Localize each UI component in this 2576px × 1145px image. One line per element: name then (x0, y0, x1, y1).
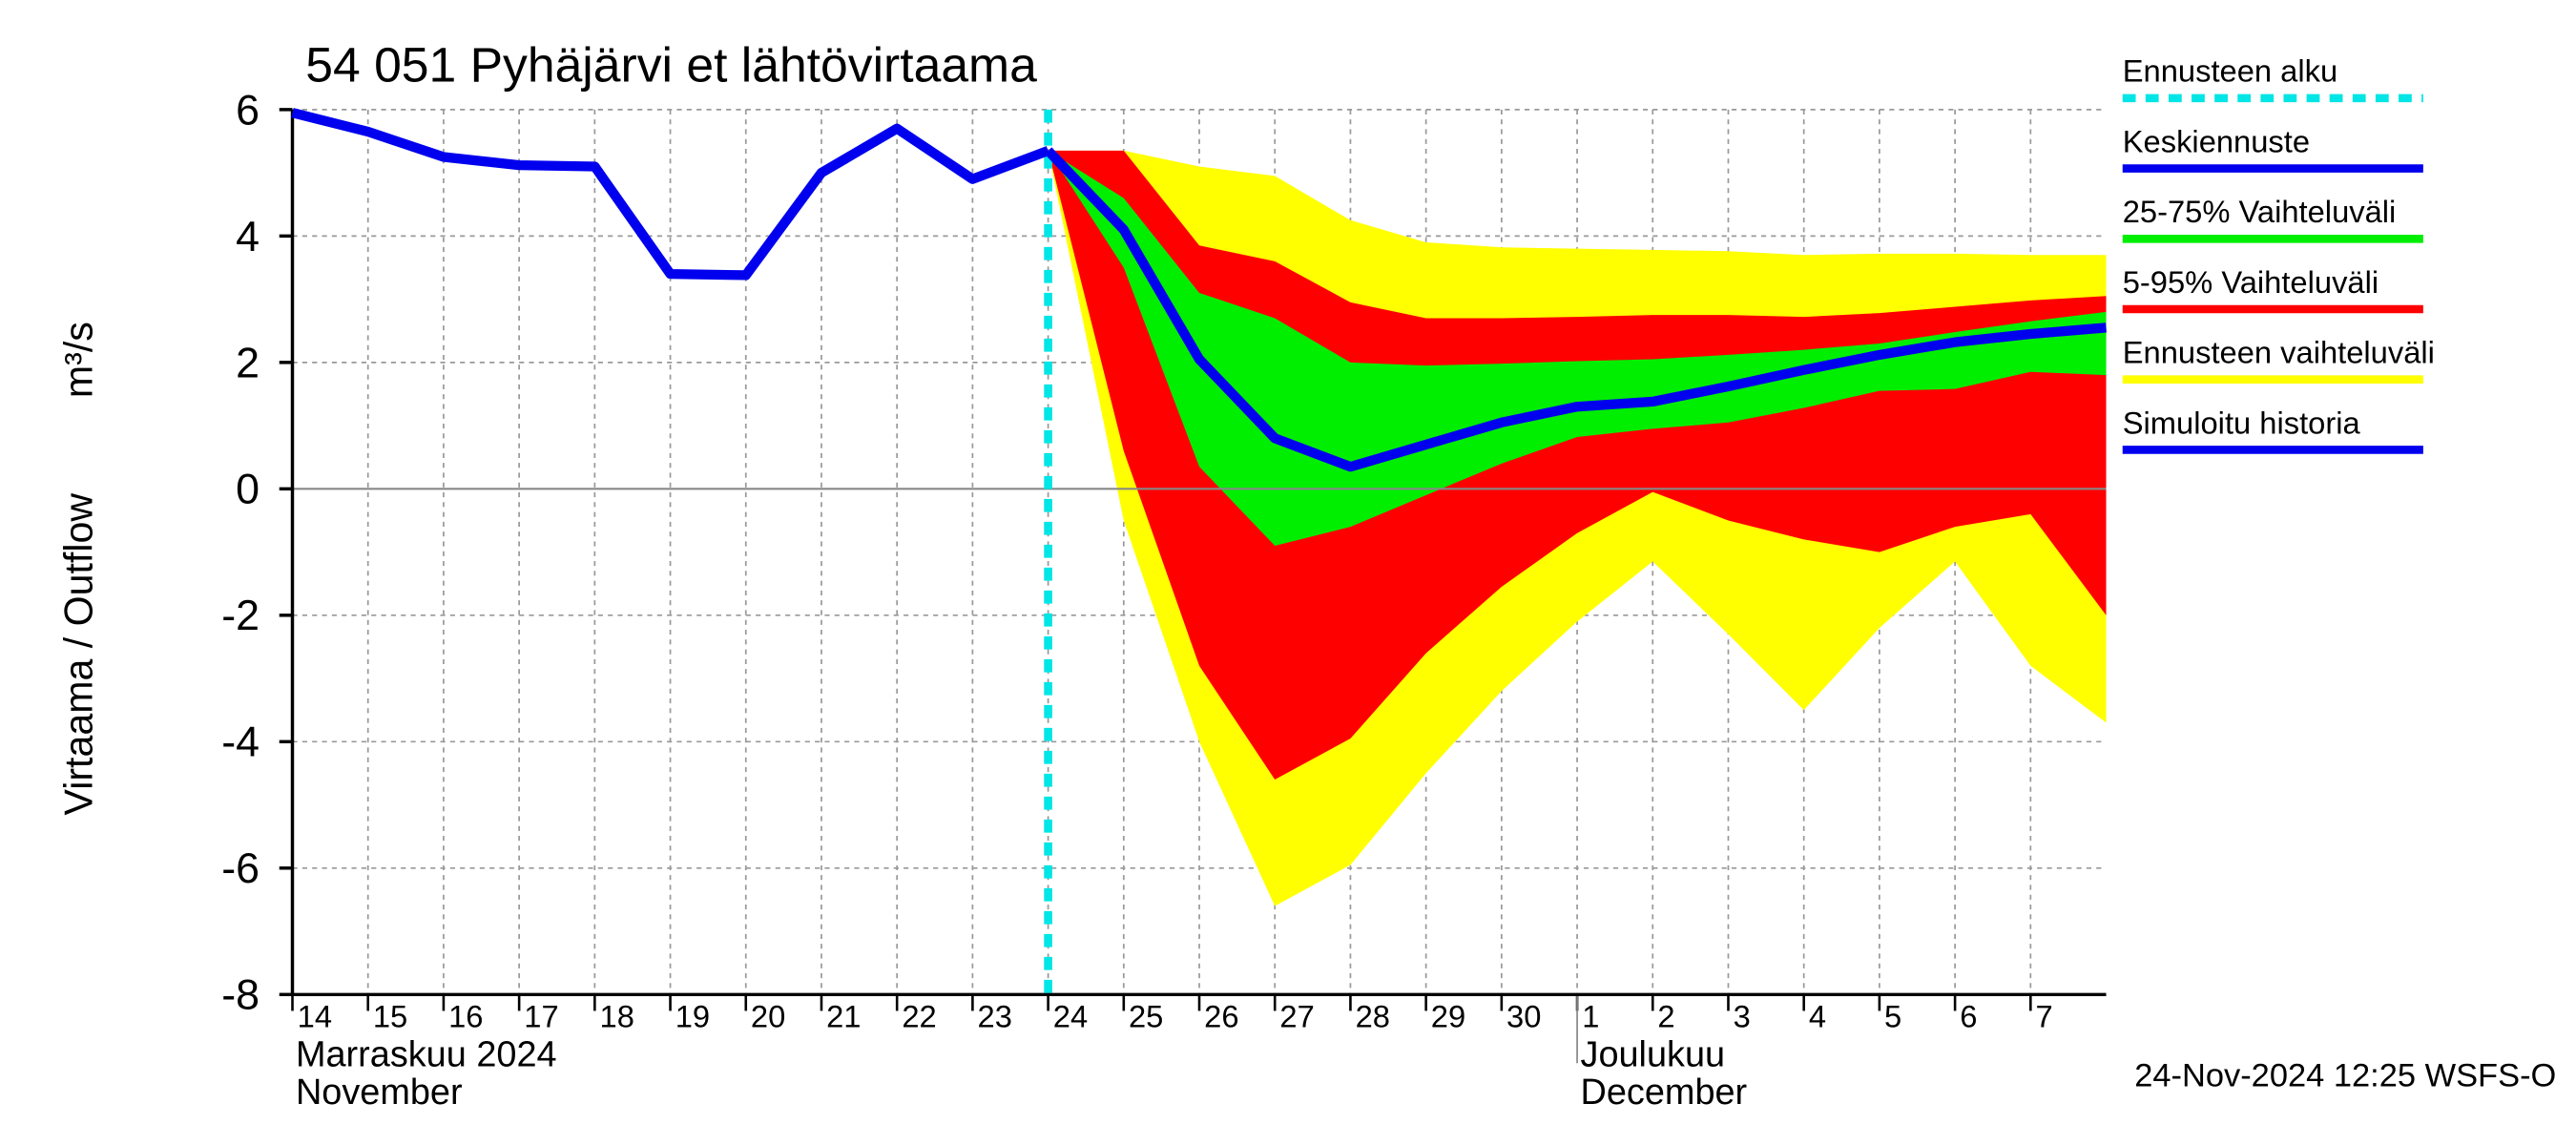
month-label: Joulukuu (1581, 1035, 1726, 1075)
x-tick-label: 16 (448, 999, 483, 1034)
y-tick-label: 4 (236, 214, 260, 260)
x-tick-label: 6 (1960, 999, 1977, 1034)
y-tick-label: -2 (221, 593, 260, 639)
y-tick-label: 0 (236, 467, 260, 513)
y-axis-label: Virtaama / Outflow (56, 493, 100, 816)
x-tick-label: 2 (1657, 999, 1674, 1034)
chart-title: 54 051 Pyhäjärvi et lähtövirtaama (305, 37, 1037, 93)
month-label: Marraskuu 2024 (296, 1035, 557, 1075)
x-tick-label: 28 (1356, 999, 1390, 1034)
legend-label: Ennusteen alku (2123, 53, 2337, 89)
x-tick-label: 4 (1809, 999, 1826, 1034)
x-tick-label: 5 (1884, 999, 1901, 1034)
month-label: December (1581, 1072, 1748, 1113)
month-label: November (296, 1072, 463, 1113)
y-tick-label: -6 (221, 845, 260, 892)
x-tick-label: 20 (751, 999, 785, 1034)
band-area (1048, 150, 2107, 781)
legend-label: 5-95% Vaihteluväli (2123, 264, 2379, 300)
legend-label: Ennusteen vaihteluväli (2123, 335, 2435, 370)
x-tick-label: 1 (1582, 999, 1599, 1034)
series-line (291, 108, 1050, 281)
x-tick-label: 7 (2035, 999, 2052, 1034)
x-tick-label: 22 (902, 999, 936, 1034)
x-tick-label: 3 (1734, 999, 1751, 1034)
legend-label: Simuloitu historia (2123, 405, 2361, 440)
y-axis-unit: m³/s (56, 322, 100, 398)
x-tick-label: 18 (600, 999, 634, 1034)
y-tick-label: -8 (221, 972, 260, 1019)
x-tick-label: 29 (1431, 999, 1465, 1034)
x-tick-label: 15 (373, 999, 407, 1034)
band-area (1048, 150, 2107, 546)
x-tick-label: 26 (1204, 999, 1238, 1034)
y-tick-label: -4 (221, 719, 260, 766)
y-tick-label: 6 (236, 87, 260, 134)
y-tick-label: 2 (236, 340, 260, 386)
legend-label: 25-75% Vaihteluväli (2123, 194, 2397, 229)
x-tick-label: 23 (978, 999, 1012, 1034)
x-tick-label: 25 (1129, 999, 1163, 1034)
x-tick-label: 30 (1506, 999, 1541, 1034)
x-tick-label: 19 (675, 999, 710, 1034)
x-tick-label: 24 (1053, 999, 1088, 1034)
x-tick-label: 17 (524, 999, 558, 1034)
series-line (1044, 147, 2107, 472)
x-tick-label: 21 (826, 999, 861, 1034)
legend-label: Keskiennuste (2123, 123, 2310, 158)
x-tick-label: 27 (1279, 999, 1314, 1034)
footer: 24-Nov-2024 12:25 WSFS-O (2134, 1057, 2556, 1093)
x-tick-label: 14 (298, 999, 332, 1034)
